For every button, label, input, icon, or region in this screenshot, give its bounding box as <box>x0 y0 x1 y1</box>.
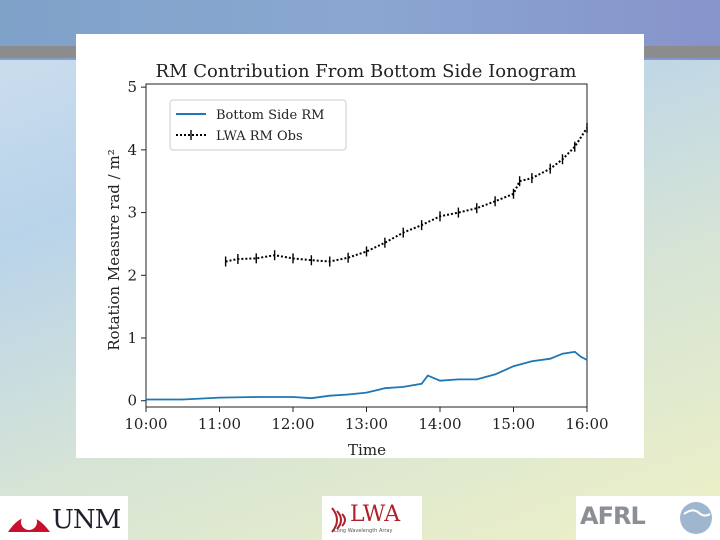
x-tick-label: 12:00 <box>271 415 314 433</box>
bottom-side-rm-point <box>181 398 184 401</box>
lwa-logo-subtitle: Long Wavelength Array <box>334 528 393 534</box>
x-tick-label: 15:00 <box>492 415 535 433</box>
header-rule-left <box>0 46 76 58</box>
bottom-side-rm-point <box>218 396 221 399</box>
x-tick-label: 10:00 <box>124 415 167 433</box>
y-tick-label: 1 <box>127 329 137 347</box>
bottom-side-rm-point <box>439 379 441 382</box>
x-tick-label: 14:00 <box>418 415 461 433</box>
unm-logo-text: UNM <box>52 505 121 535</box>
bottom-side-rm-point <box>561 352 564 355</box>
chart-title: RM Contribution From Bottom Side Ionogra… <box>156 61 577 82</box>
x-tick-label: 13:00 <box>345 415 388 433</box>
bottom-side-rm-point <box>402 386 405 388</box>
bottom-side-rm-point <box>145 398 147 401</box>
afrl-logo-box <box>576 496 720 540</box>
x-axis-label: Time <box>348 441 386 459</box>
lwa-antenna-icon <box>331 507 346 533</box>
bottom-side-rm-point <box>426 374 429 377</box>
bottom-side-rm-point <box>365 391 368 394</box>
y-axis-label: Rotation Measure rad / m² <box>105 149 123 350</box>
y-tick-label: 5 <box>127 78 137 96</box>
y-tick-label: 4 <box>127 141 137 159</box>
bottom-side-rm-point <box>347 393 349 396</box>
unm-logo-box <box>0 496 128 540</box>
bottom-side-rm-point <box>420 382 423 385</box>
bottom-side-rm-point <box>384 387 386 389</box>
legend-label: Bottom Side RM <box>216 108 324 123</box>
bottom-side-rm-point <box>580 356 582 358</box>
bottom-side-rm-point <box>292 396 294 398</box>
x-tick-label: 16:00 <box>565 415 608 433</box>
bottom-side-rm-point <box>549 357 552 360</box>
bottom-side-rm-point <box>494 373 496 376</box>
bottom-side-rm-point <box>475 378 478 381</box>
bottom-side-rm-point <box>512 365 515 368</box>
lwa-logo-text: LWA <box>350 502 401 527</box>
bottom-side-rm-line <box>146 350 588 401</box>
y-tick-label: 0 <box>127 392 137 410</box>
x-tick-label: 11:00 <box>198 415 241 433</box>
y-tick-label: 3 <box>127 204 137 222</box>
afrl-logo-text: AFRL <box>580 502 646 530</box>
legend-box <box>169 99 347 151</box>
bottom-side-rm-point <box>255 396 258 398</box>
legend-label: LWA RM Obs <box>216 129 303 144</box>
bottom-side-rm-point <box>310 397 313 400</box>
lwa-logo-box <box>322 496 422 540</box>
globe-icon <box>680 502 712 534</box>
bottom-side-rm-point <box>328 394 331 397</box>
y-tick-label: 2 <box>127 266 137 284</box>
bottom-side-rm-point <box>531 360 533 363</box>
unm-emblem-icon <box>8 514 50 532</box>
bottom-side-rm-point <box>573 351 576 353</box>
bottom-side-rm-point <box>457 378 460 381</box>
header-rule-right <box>644 46 720 58</box>
bottom-side-rm-point <box>586 359 588 361</box>
